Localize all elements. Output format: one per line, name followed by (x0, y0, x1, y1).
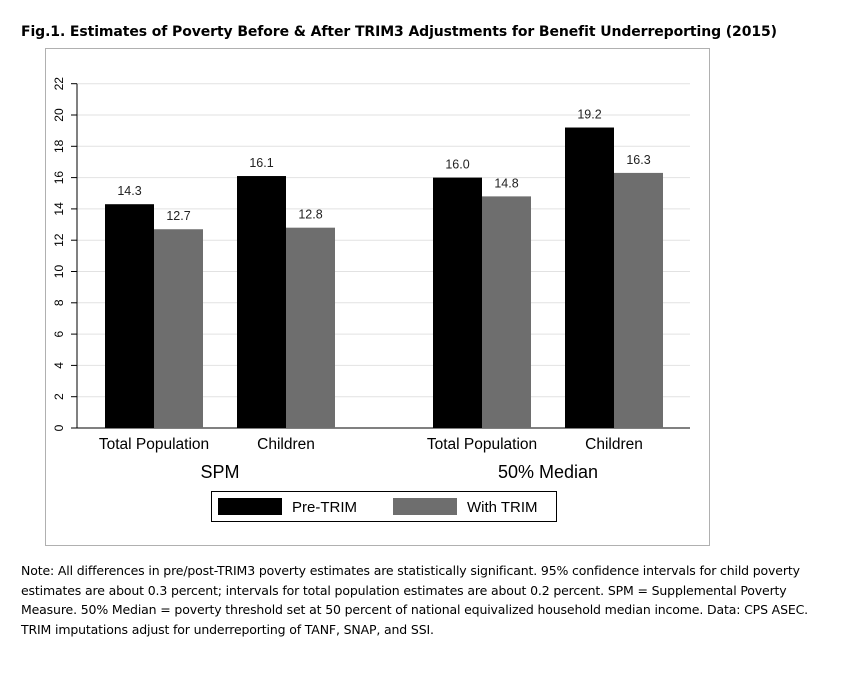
legend-label: Pre-TRIM (292, 499, 357, 516)
bar-value-label: 14.8 (494, 176, 518, 190)
figure-note: Note: All differences in pre/post-TRIM3 … (21, 563, 809, 637)
y-tick-label: 16 (52, 171, 66, 185)
y-tick-label: 4 (52, 362, 66, 369)
bar-value-label: 12.8 (298, 208, 322, 222)
y-tick-label: 2 (52, 393, 66, 400)
y-tick-label: 6 (52, 330, 66, 337)
category-label: Total Population (427, 436, 537, 453)
group-label: 50% Median (498, 462, 598, 482)
bar-value-label: 12.7 (166, 209, 190, 223)
category-label: Total Population (99, 436, 209, 453)
group-label: SPM (200, 462, 239, 482)
y-tick-label: 10 (52, 265, 66, 279)
bar-pre-trim (105, 204, 154, 428)
y-tick-label: 12 (52, 233, 66, 247)
bar-with-trim (482, 196, 531, 428)
bar-pre-trim (237, 176, 286, 428)
bar-value-label: 14.3 (117, 184, 141, 198)
legend-swatch (218, 498, 282, 515)
labels: 14.3 12.7 Total Population 16.1 12.8 Children… (99, 108, 651, 482)
bar-value-label: 16.3 (626, 153, 650, 167)
category-label: Children (585, 436, 643, 453)
legend: Pre-TRIM With TRIM (211, 491, 557, 522)
y-tick-label: 0 (52, 424, 66, 431)
bar-pre-trim (565, 127, 614, 429)
y-tick-label: 18 (52, 139, 66, 153)
legend-label: With TRIM (467, 499, 538, 516)
poverty-bar-chart: 0 2 4 6 8 10 12 14 16 18 20 22 14.3 12.7 Total Popula… (45, 48, 710, 546)
bar-pre-trim (433, 177, 482, 428)
y-tick-label: 22 (52, 77, 66, 91)
legend-swatch (393, 498, 457, 515)
category-label: Children (257, 436, 315, 453)
bar-value-label: 16.0 (445, 158, 469, 172)
y-tick-label: 20 (52, 108, 66, 122)
bar-value-label: 19.2 (577, 108, 601, 122)
y-tick-label: 8 (52, 299, 66, 306)
bar-value-label: 16.1 (249, 156, 273, 170)
y-tick-label: 14 (52, 202, 66, 216)
figure-title: Fig.1. Estimates of Poverty Before & Aft… (21, 24, 777, 40)
bar-with-trim (614, 172, 663, 428)
bar-with-trim (286, 227, 335, 428)
bars (105, 127, 663, 429)
bar-with-trim (154, 229, 203, 428)
